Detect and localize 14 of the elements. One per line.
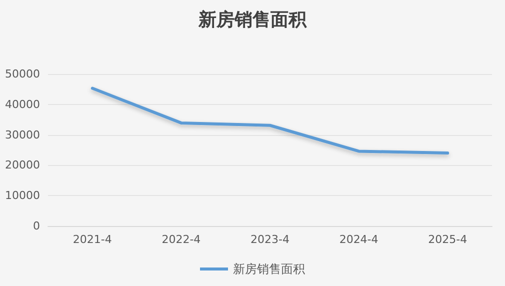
legend-label: 新房销售面积 [233, 262, 305, 276]
x-tick-label: 2025-4 [428, 233, 468, 246]
x-tick-label: 2024-4 [339, 233, 378, 246]
line-series [90, 86, 450, 155]
y-tick-label: 20000 [5, 158, 40, 172]
y-tick-label: 50000 [5, 68, 40, 80]
y-tick-label: 10000 [5, 189, 40, 202]
x-tick-label: 2021-4 [72, 233, 112, 246]
y-tick-label: 40000 [5, 98, 40, 111]
y-tick-label: 30000 [5, 128, 40, 142]
x-tick-label: 2023-4 [250, 233, 290, 246]
y-tick-label: 0 [33, 220, 40, 232]
x-tick-label: 2022-4 [162, 233, 201, 246]
chart-title: 新房销售面积 [198, 10, 308, 30]
